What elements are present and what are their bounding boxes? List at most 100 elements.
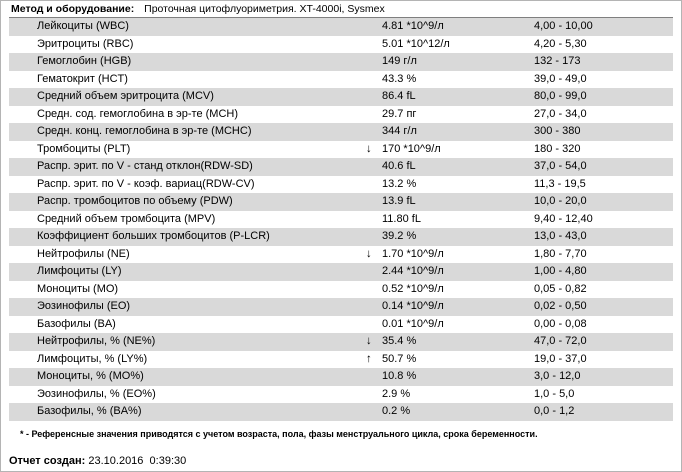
table-row: Моноциты (MO) 0.52 *10^9/л 0,05 - 0,82	[9, 281, 673, 299]
table-row: Распр. эрит. по V - станд отклон(RDW-SD)…	[9, 158, 673, 176]
table-row: Средн. сод. гемоглобина в эр-те (MCH) 29…	[9, 106, 673, 124]
table-row: Средний объем эритроцита (MCV) 86.4 fL 8…	[9, 88, 673, 106]
param-name: Эозинофилы (EO)	[37, 300, 131, 312]
param-ref: 180 - 320	[534, 142, 581, 155]
param-value: 10.8 %	[382, 370, 417, 382]
method-value: Проточная цитофлуориметрия. XT-4000i, Sy…	[144, 3, 385, 15]
param-ref: 132 - 173	[534, 55, 581, 67]
param-ref: 10,0 - 20,0	[534, 195, 587, 207]
report-created-line: Отчет создан: 23.10.2016 0:39:30	[9, 454, 186, 468]
table-row: Лимфоциты (LY) 2.44 *10^9/л 1,00 - 4,80	[9, 263, 673, 281]
param-ref: 9,40 - 12,40	[534, 212, 593, 225]
param-name: Средн. сод. гемоглобина в эр-те (MCH)	[37, 107, 239, 120]
param-name: Лимфоциты (LY)	[37, 265, 122, 277]
arrow-down-icon: ↓	[366, 247, 372, 260]
table-row: Гемоглобин (HGB) 149 г/л 132 - 173	[9, 53, 673, 71]
param-ref: 1,80 - 7,70	[534, 247, 587, 260]
param-name: Базофилы, % (BA%)	[37, 405, 142, 417]
param-value: 4.81 *10^9/л	[382, 20, 444, 32]
arrow-down-icon: ↓	[366, 335, 372, 347]
table-row: Распр. тромбоцитов по объему (PDW) 13.9 …	[9, 193, 673, 211]
param-value: 2.9 %	[382, 387, 411, 400]
report-created-label: Отчет создан:	[9, 455, 86, 467]
param-ref: 1,00 - 4,80	[534, 265, 587, 277]
param-ref: 1,0 - 5,0	[534, 387, 575, 400]
param-ref: 19,0 - 37,0	[534, 352, 587, 365]
param-value: 1.70 *10^9/л	[382, 247, 444, 260]
param-name: Нейтрофилы, % (NE%)	[37, 335, 156, 347]
param-value: 0.14 *10^9/л	[382, 300, 444, 312]
param-name: Базофилы (BA)	[37, 317, 116, 330]
param-name: Моноциты (MO)	[37, 282, 119, 295]
param-name: Средн. конц. гемоглобина в эр-те (MCHC)	[37, 125, 252, 137]
param-value: 5.01 *10^12/л	[382, 37, 450, 50]
results-table: Лейкоциты (WBC) 4.81 *10^9/л 4,00 - 10,0…	[9, 18, 673, 421]
param-name: Моноциты, % (MO%)	[37, 370, 144, 382]
table-row: Нейтрофилы, % (NE%) ↓ 35.4 % 47,0 - 72,0	[9, 333, 673, 351]
param-value: 0.52 *10^9/л	[382, 282, 444, 295]
param-name: Распр. эрит. по V - станд отклон(RDW-SD)	[37, 160, 253, 172]
report-created-value: 23.10.2016 0:39:30	[85, 455, 187, 467]
param-value: 13.9 fL	[382, 195, 416, 207]
table-row: Тромбоциты (PLT) ↓ 170 *10^9/л 180 - 320	[9, 141, 673, 159]
table-row: Средн. конц. гемоглобина в эр-те (MCHC) …	[9, 123, 673, 141]
table-row: Коэффициент больших тромбоцитов (P-LCR) …	[9, 228, 673, 246]
param-value: 40.6 fL	[382, 160, 416, 172]
param-ref: 39,0 - 49,0	[534, 72, 587, 85]
table-row: Средний объем тромбоцита (MPV) 11.80 fL …	[9, 211, 673, 229]
param-ref: 11,3 - 19,5	[534, 177, 586, 190]
param-name: Лимфоциты, % (LY%)	[37, 352, 148, 365]
table-row: Гематокрит (HCT) 43.3 % 39,0 - 49,0	[9, 71, 673, 89]
param-value: 0.2 %	[382, 405, 411, 417]
param-value: 170 *10^9/л	[382, 142, 441, 155]
param-value: 11.80 fL	[382, 212, 421, 225]
param-ref: 0,00 - 0,08	[534, 317, 587, 330]
param-ref: 80,0 - 99,0	[534, 90, 587, 102]
param-name: Эритроциты (RBC)	[37, 37, 134, 50]
param-value: 35.4 %	[382, 335, 417, 347]
arrow-down-icon: ↓	[366, 142, 372, 155]
table-row: Базофилы (BA) 0.01 *10^9/л 0,00 - 0,08	[9, 316, 673, 334]
table-row: Эозинофилы (EO) 0.14 *10^9/л 0,02 - 0,50	[9, 298, 673, 316]
param-name: Распр. тромбоцитов по объему (PDW)	[37, 195, 233, 207]
param-value: 50.7 %	[382, 352, 417, 365]
param-name: Коэффициент больших тромбоцитов (P-LCR)	[37, 230, 270, 242]
param-value: 86.4 fL	[382, 90, 416, 102]
param-ref: 300 - 380	[534, 125, 581, 137]
param-value: 2.44 *10^9/л	[382, 265, 444, 277]
method-label: Метод и оборудование:	[11, 3, 135, 15]
param-name: Эозинофилы, % (EO%)	[37, 387, 156, 400]
table-row: Нейтрофилы (NE) ↓ 1.70 *10^9/л 1,80 - 7,…	[9, 246, 673, 264]
table-row: Базофилы, % (BA%) 0.2 % 0,0 - 1,2	[9, 403, 673, 421]
param-value: 0.01 *10^9/л	[382, 317, 444, 330]
param-value: 344 г/л	[382, 125, 417, 137]
method-equipment-line: Метод и оборудование: Проточная цитофлуо…	[9, 2, 673, 18]
param-name: Лейкоциты (WBC)	[37, 20, 129, 32]
param-name: Нейтрофилы (NE)	[37, 247, 130, 260]
param-ref: 4,20 - 5,30	[534, 37, 587, 50]
param-name: Гемоглобин (HGB)	[37, 55, 132, 67]
param-ref: 47,0 - 72,0	[534, 335, 587, 347]
param-value: 13.2 %	[382, 177, 417, 190]
param-value: 29.7 пг	[382, 107, 417, 120]
param-name: Средний объем эритроцита (MCV)	[37, 90, 214, 102]
table-row: Эозинофилы, % (EO%) 2.9 % 1,0 - 5,0	[9, 386, 673, 404]
param-value: 39.2 %	[382, 230, 417, 242]
param-value: 149 г/л	[382, 55, 417, 67]
param-ref: 0,0 - 1,2	[534, 405, 575, 417]
table-row: Лейкоциты (WBC) 4.81 *10^9/л 4,00 - 10,0…	[9, 18, 673, 36]
param-ref: 27,0 - 34,0	[534, 107, 587, 120]
param-ref: 37,0 - 54,0	[534, 160, 587, 172]
param-name: Распр. эрит. по V - коэф. вариац(RDW-CV)	[37, 177, 255, 190]
param-name: Тромбоциты (PLT)	[37, 142, 131, 155]
param-ref: 4,00 - 10,00	[534, 20, 593, 32]
param-ref: 13,0 - 43,0	[534, 230, 587, 242]
param-ref: 3,0 - 12,0	[534, 370, 581, 382]
param-value: 43.3 %	[382, 72, 417, 85]
arrow-up-icon: ↑	[366, 352, 372, 365]
reference-footnote: * - Референсные значения приводятся с уч…	[20, 429, 538, 439]
table-row: Лимфоциты, % (LY%) ↑ 50.7 % 19,0 - 37,0	[9, 351, 673, 369]
param-name: Гематокрит (HCT)	[37, 72, 128, 85]
param-ref: 0,02 - 0,50	[534, 300, 587, 312]
